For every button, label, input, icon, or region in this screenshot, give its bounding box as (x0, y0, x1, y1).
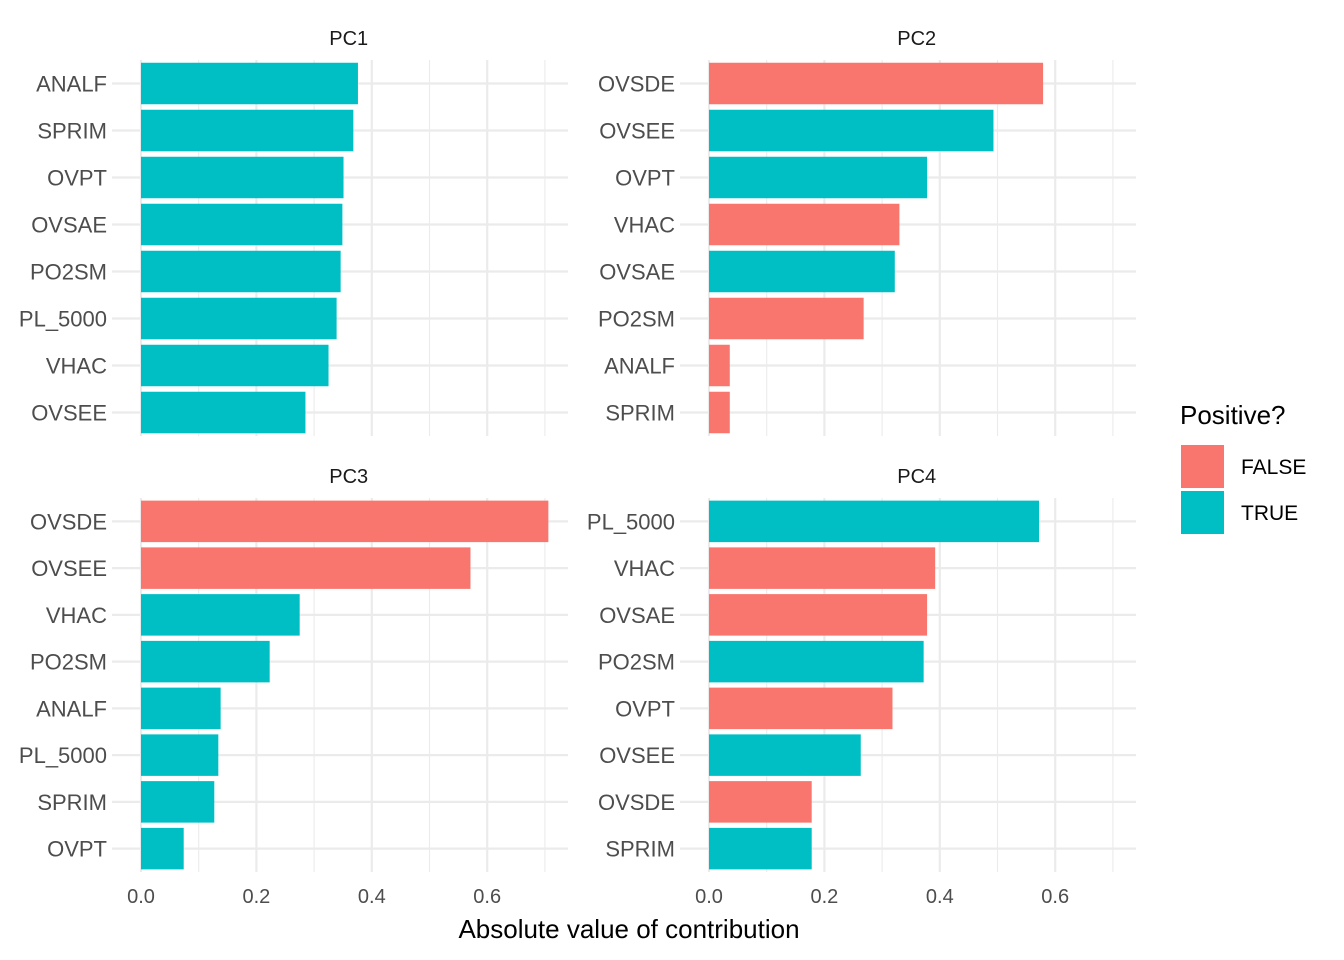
legend-key-false (1181, 445, 1224, 488)
legend-label: FALSE (1241, 456, 1306, 479)
category-label: OVSDE (598, 790, 675, 815)
category-label: OVSEE (31, 556, 107, 581)
category-label: PO2SM (598, 307, 675, 332)
category-label: ANALF (36, 696, 107, 721)
legend-items: FALSE TRUE (1181, 445, 1306, 534)
category-label: VHAC (46, 603, 107, 628)
category-label: OVPT (47, 837, 107, 862)
category-label: PL_5000 (19, 307, 107, 332)
x-tick-label: 0.6 (473, 886, 501, 908)
x-tick-label: 0.4 (358, 886, 386, 908)
legend: Positive? FALSE TRUE (1180, 400, 1306, 534)
category-label: OVSDE (30, 509, 107, 534)
x-tick-label: 0.0 (127, 886, 155, 908)
bar (141, 250, 341, 293)
category-label: PL_5000 (19, 743, 107, 768)
category-label: VHAC (46, 354, 107, 379)
bar (709, 109, 994, 152)
bar (141, 827, 184, 870)
bar (141, 391, 306, 434)
category-label: VHAC (614, 556, 675, 581)
category-label: OVPT (615, 166, 675, 191)
category-label: OVSAE (599, 260, 675, 285)
bar (141, 297, 337, 340)
bar (141, 734, 219, 776)
legend-label: TRUE (1241, 502, 1298, 525)
panel-title: PC1 (329, 28, 368, 50)
bar (709, 547, 936, 589)
panel-title: PC3 (329, 466, 368, 488)
bar (141, 547, 471, 589)
x-tick-label: 0.0 (695, 886, 723, 908)
panel-title: PC4 (897, 466, 936, 488)
legend-title: Positive? (1180, 400, 1286, 430)
category-label: PO2SM (598, 650, 675, 675)
category-label: ANALF (604, 354, 675, 379)
category-label: PO2SM (30, 260, 107, 285)
category-label: OVSEE (599, 743, 675, 768)
category-label: OVSEE (31, 401, 107, 426)
bar (709, 781, 812, 823)
category-label: PO2SM (30, 650, 107, 675)
category-label: OVPT (47, 166, 107, 191)
category-label: OVPT (615, 696, 675, 721)
bar (709, 156, 928, 199)
category-label: SPRIM (605, 837, 675, 862)
bar (141, 203, 343, 246)
panel-title: PC2 (897, 28, 936, 50)
panels-layer: PC1 ANALF SPRIM OVPT OVSAE PO2SM PL_5000 VHAC OV… (19, 28, 1136, 908)
category-label: SPRIM (37, 119, 107, 144)
bar (709, 203, 900, 246)
category-label: PL_5000 (587, 509, 675, 534)
category-label: OVSEE (599, 119, 675, 144)
panel-pc4: PC4 PL_5000 VHAC OVSAE PO2SM OVPT OVSEE OVSDE SP… (587, 466, 1136, 908)
category-label: OVSAE (599, 603, 675, 628)
bar (709, 594, 928, 636)
bar (709, 500, 1040, 543)
category-label: OVSDE (598, 72, 675, 97)
bar (709, 344, 730, 387)
bar (709, 687, 893, 730)
category-label: VHAC (614, 213, 675, 238)
panel-pc2: PC2 OVSDE OVSEE OVPT VHAC OVSAE PO2SM ANALF SPRI… (598, 28, 1136, 436)
x-tick-label: 0.4 (926, 886, 954, 908)
category-label: ANALF (36, 72, 107, 97)
category-label: SPRIM (37, 790, 107, 815)
legend-key-true (1181, 491, 1224, 534)
bar (141, 594, 300, 636)
bar (141, 109, 354, 152)
bar (709, 827, 812, 870)
x-axis-title: Absolute value of contribution (458, 914, 799, 944)
category-label: SPRIM (605, 401, 675, 426)
bar (141, 500, 549, 543)
x-tick-label: 0.2 (242, 886, 270, 908)
x-tick-label: 0.6 (1041, 886, 1069, 908)
panel-pc1: PC1 ANALF SPRIM OVPT OVSAE PO2SM PL_5000 VHAC OV… (19, 28, 568, 436)
x-tick-label: 0.2 (810, 886, 838, 908)
panel-pc3: PC3 OVSDE OVSEE VHAC PO2SM ANALF PL_5000 SPRIM O… (19, 466, 568, 908)
bar (709, 250, 895, 293)
bar (141, 781, 215, 823)
bar (709, 62, 1044, 105)
bar (709, 297, 864, 340)
bar (709, 391, 730, 434)
bar (141, 687, 221, 730)
bar (709, 640, 924, 683)
bar (141, 640, 270, 683)
category-label: OVSAE (31, 213, 107, 238)
bar (141, 344, 329, 387)
bar (141, 156, 344, 199)
bar (141, 62, 358, 105)
bar (709, 734, 861, 776)
